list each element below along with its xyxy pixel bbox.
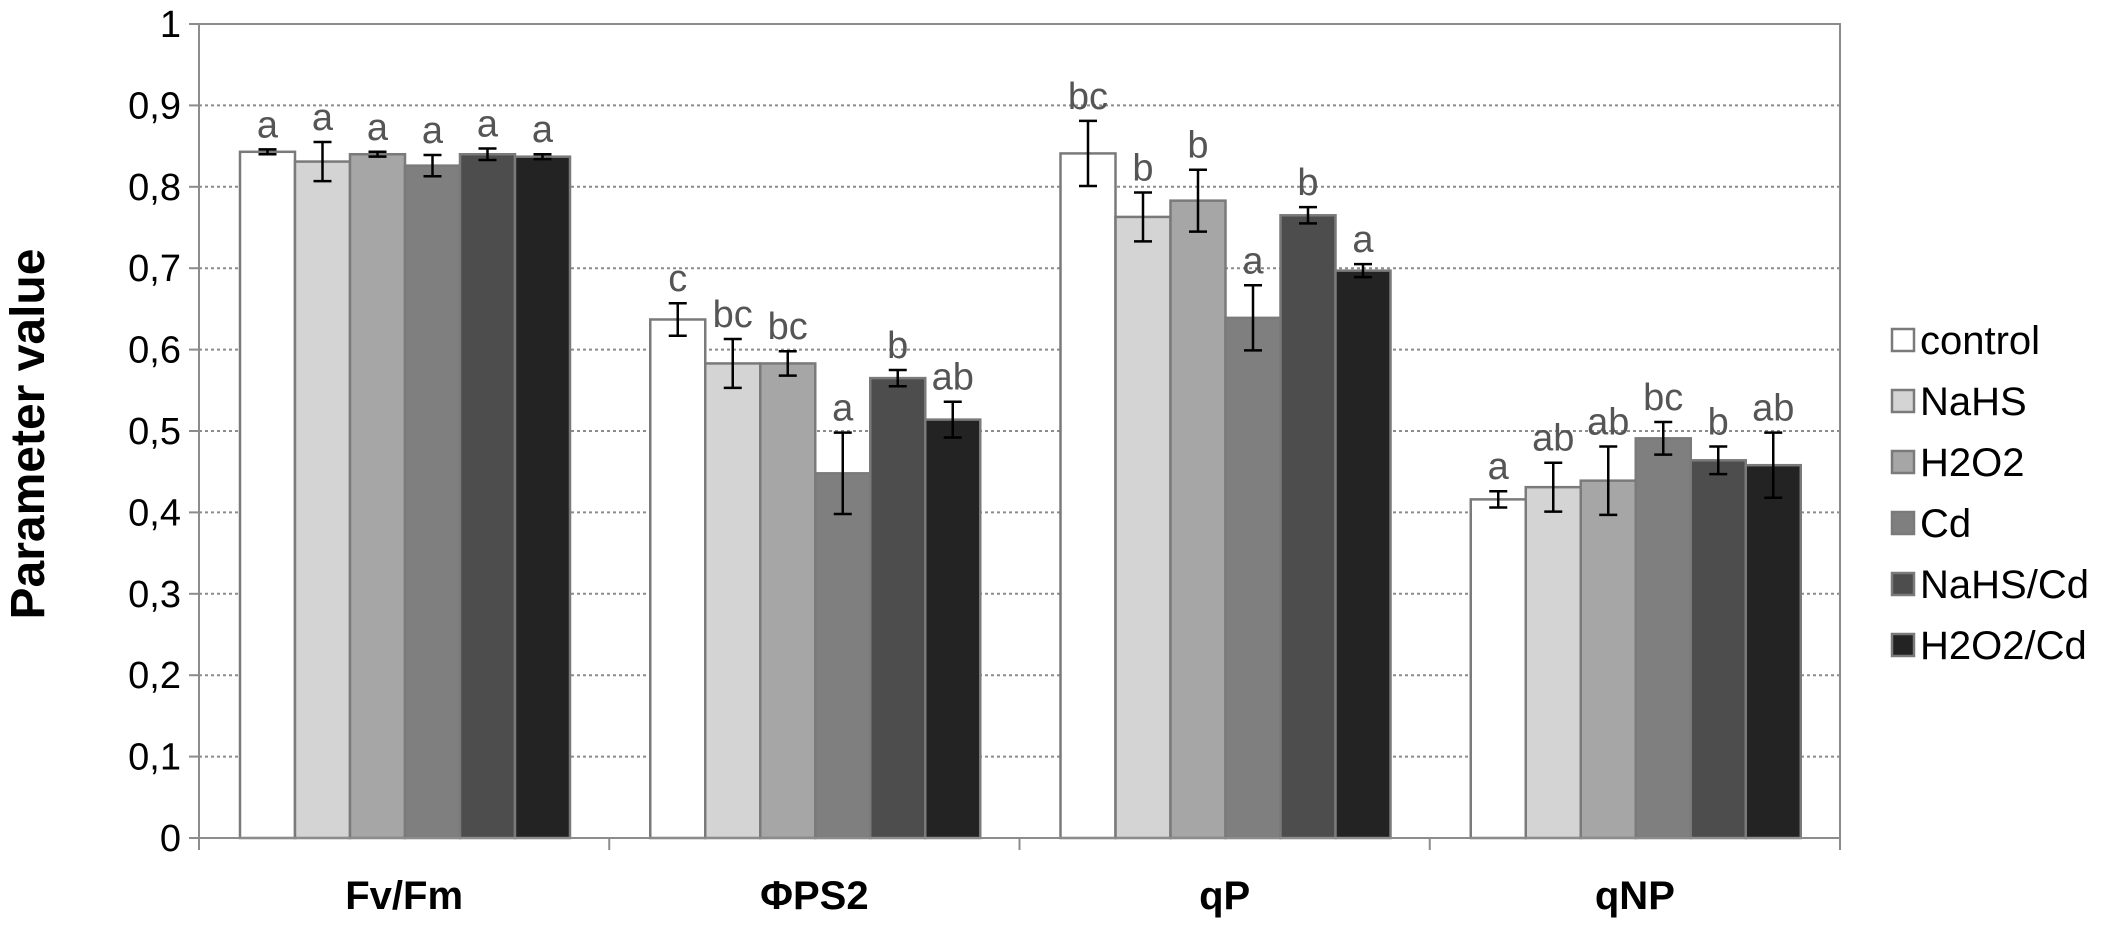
significance-label: b (1708, 401, 1729, 443)
bar (348, 152, 407, 840)
bar (1279, 214, 1337, 840)
significance-label: ab (1587, 401, 1629, 443)
bar (869, 376, 927, 840)
y-tick-label: 0,4 (128, 492, 181, 534)
bar (1334, 269, 1392, 840)
x-category-label: ΦPS2 (760, 874, 868, 918)
bar (1169, 199, 1227, 840)
bar (924, 418, 982, 840)
significance-label: a (1242, 240, 1264, 282)
bar (293, 160, 352, 840)
y-tick-label: 0,8 (128, 167, 181, 209)
y-tick-label: 0,5 (128, 411, 181, 453)
bar (1689, 459, 1747, 840)
significance-label: a (1488, 446, 1510, 488)
significance-label: a (367, 107, 389, 149)
legend-label: NaHS/Cd (1920, 563, 2089, 607)
x-category-label: qNP (1595, 874, 1675, 918)
significance-label: b (1297, 162, 1318, 204)
bar (513, 155, 572, 840)
y-tick-label: 0,9 (128, 85, 181, 127)
significance-label: bc (713, 294, 753, 336)
legend-label: H2O2 (1920, 441, 2025, 485)
bar (814, 472, 872, 840)
bar (1059, 152, 1117, 840)
bar (649, 318, 707, 840)
y-tick-label: 0,3 (128, 574, 181, 616)
significance-label: b (1187, 125, 1208, 167)
legend-swatch (1890, 327, 1916, 353)
legend-label: control (1920, 319, 2040, 363)
y-tick-label: 0,6 (128, 330, 181, 372)
x-category-label: Fv/Fm (345, 874, 463, 918)
bar (1114, 215, 1172, 840)
bar (1469, 498, 1527, 840)
legend-swatch (1890, 632, 1916, 658)
significance-label: a (422, 110, 444, 152)
legend-swatch (1890, 571, 1916, 597)
legend-swatch (1890, 388, 1916, 414)
significance-label: bc (1643, 377, 1683, 419)
bar (1744, 463, 1802, 840)
significance-label: a (1352, 219, 1374, 261)
y-tick-label: 1 (160, 4, 181, 46)
significance-label: a (532, 109, 554, 151)
bar (1224, 316, 1282, 840)
significance-label: bc (1068, 76, 1108, 118)
significance-label: ab (1532, 418, 1574, 460)
significance-label: b (1132, 147, 1153, 189)
axes: 0 0,1 0,2 0,3 0,4 0,5 0,6 0,7 0,8 0,9 1 Fv/Fm ΦPS2 qP… (128, 4, 1841, 918)
x-category-label: qP (1199, 874, 1250, 918)
legend-swatch (1890, 510, 1916, 536)
y-tick-label: 0,2 (128, 655, 181, 697)
legend-label: NaHS (1920, 380, 2027, 424)
y-tick-label: 0 (160, 818, 181, 860)
bar (403, 164, 462, 840)
legend: control NaHS H2O2 Cd NaHS/Cd H2O2/Cd (1890, 319, 2089, 668)
bar (1524, 485, 1582, 840)
significance-label: a (477, 104, 499, 146)
y-axis-title: Parameter value (2, 249, 55, 620)
legend-swatch (1890, 449, 1916, 475)
y-tick-label: 0,1 (128, 737, 181, 779)
bar (458, 152, 517, 840)
bar (1579, 479, 1637, 840)
significance-label: a (832, 388, 854, 430)
significance-label: a (312, 97, 334, 139)
significance-label: c (668, 258, 687, 300)
significance-label: b (887, 325, 908, 367)
bar (238, 150, 297, 840)
legend-label: Cd (1920, 502, 1971, 546)
bar (704, 362, 762, 840)
significance-label: bc (768, 306, 808, 348)
y-tick-label: 0,7 (128, 248, 181, 290)
significance-label: ab (1752, 388, 1794, 430)
bar (1634, 437, 1692, 840)
significance-label: ab (932, 357, 974, 399)
significance-label: a (257, 104, 279, 146)
bar (759, 362, 817, 840)
legend-label: H2O2/Cd (1920, 624, 2087, 668)
